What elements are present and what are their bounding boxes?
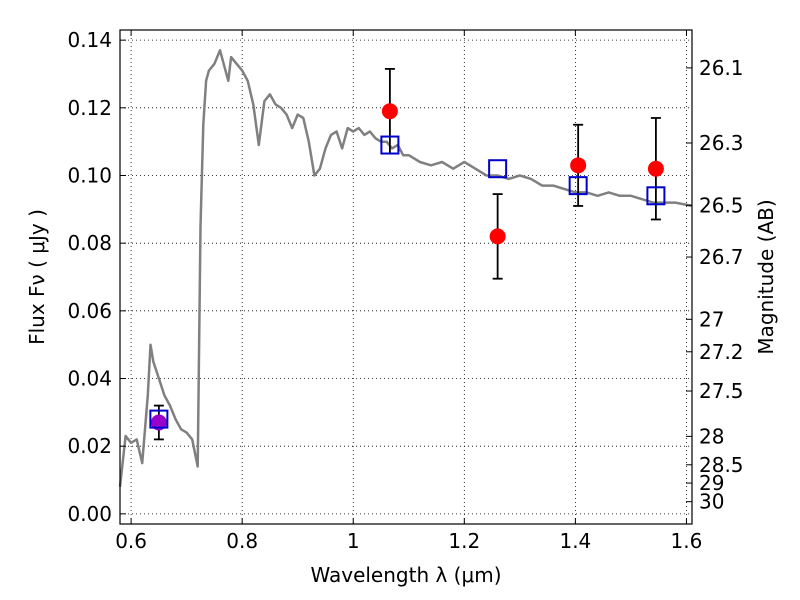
series-layer <box>118 49 693 487</box>
x-tick-label: 1 <box>347 529 360 553</box>
data-point-circle <box>647 160 664 177</box>
right-tick-label: 26.7 <box>699 245 744 269</box>
x-axis-label: Wavelength λ (μm) <box>310 563 501 587</box>
y-axis-label-left: Flux Fν ( μJy ) <box>25 209 49 345</box>
right-tick-label: 29 <box>699 471 724 495</box>
right-tick-label: 26.1 <box>699 56 744 80</box>
y-tick-label: 0.00 <box>67 502 112 526</box>
right-tick-label: 27.5 <box>699 379 744 403</box>
right-tick-label: 26.5 <box>699 193 744 217</box>
x-tick-label: 1.4 <box>559 529 591 553</box>
y-tick-label: 0.08 <box>67 231 112 255</box>
data-point-square <box>488 159 508 179</box>
ticks: 0.6 0.8 1 1.2 1.4 1.6 0.00 0.02 0.04 0.06 0.08 0.10… <box>67 28 743 553</box>
y-tick-label: 0.14 <box>67 28 112 52</box>
grid <box>120 30 692 524</box>
right-tick-label: 27 <box>699 307 724 331</box>
x-tick-label: 1.6 <box>671 529 703 553</box>
y-axis-label-right: Magnitude (AB) <box>754 199 778 354</box>
x-tick-label: 0.6 <box>115 529 147 553</box>
model-spectrum-line <box>118 49 693 487</box>
y-tick-label: 0.10 <box>67 163 112 187</box>
data-point-circle <box>570 157 587 174</box>
data-point-square <box>568 176 588 196</box>
right-tick-label: 27.2 <box>699 340 744 364</box>
y-tick-label: 0.12 <box>67 96 112 120</box>
right-tick-label: 26.3 <box>699 131 744 155</box>
y-tick-label: 0.06 <box>67 299 112 323</box>
data-point-square <box>149 409 169 429</box>
y-tick-label: 0.04 <box>67 367 112 391</box>
data-point-circle <box>489 228 506 245</box>
y-tick-label: 0.02 <box>67 434 112 458</box>
x-tick-label: 1.2 <box>448 529 480 553</box>
data-point-square <box>380 135 400 155</box>
data-point-square <box>646 186 666 206</box>
plot-frame <box>119 29 693 525</box>
right-tick-label: 30 <box>699 490 724 514</box>
data-point-circle <box>381 103 398 120</box>
right-tick-label: 28 <box>699 424 724 448</box>
right-tick-label: 28.5 <box>699 453 744 477</box>
x-tick-label: 0.8 <box>226 529 258 553</box>
